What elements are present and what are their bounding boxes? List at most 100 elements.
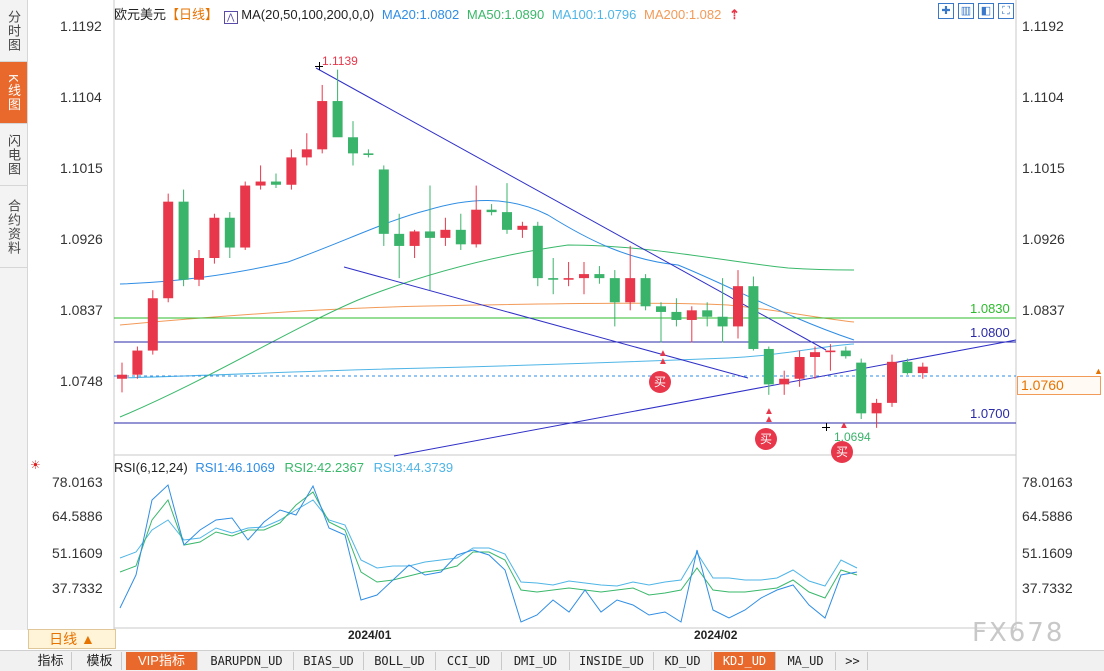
chart-header: 欧元美元【日线】 ⋀ MA(20,50,100,200,0,0) MA20:1.… xyxy=(114,4,740,24)
candle-down xyxy=(856,362,867,414)
tab-vip-indicators[interactable]: VIP指标 xyxy=(126,652,198,670)
period-tag[interactable]: 【日线】 xyxy=(166,7,219,22)
high-label: 1.1139 xyxy=(322,54,358,68)
candle-up xyxy=(825,350,836,353)
price-axis-right-3: 1.1015 xyxy=(1022,160,1065,176)
rsi-settings-icon: ☀ xyxy=(30,458,41,472)
tab-templates[interactable]: 模板 xyxy=(78,652,122,670)
candle-down xyxy=(425,231,435,238)
tab-boll[interactable]: BOLL_UD xyxy=(364,652,436,670)
candle-up xyxy=(409,231,420,246)
ma100-line xyxy=(119,343,855,379)
buy-signal-1[interactable]: 买 xyxy=(649,371,671,393)
tab-kdj[interactable]: KDJ_UD xyxy=(714,652,776,670)
ma50-line xyxy=(119,244,855,418)
watermark-logo: FX678 xyxy=(972,618,1065,648)
chart-canvas[interactable]: ☀ xyxy=(28,0,1104,630)
candle-up xyxy=(117,374,127,379)
candles-group xyxy=(117,69,928,428)
candle-up xyxy=(286,157,297,185)
more-tabs-button[interactable]: >> xyxy=(838,652,868,670)
tab-indicators[interactable]: 指标 xyxy=(30,652,72,670)
candle-down xyxy=(332,101,343,138)
period-select-button[interactable]: 日线 ▲ xyxy=(28,629,116,649)
date-label-jan: 2024/01 xyxy=(348,628,392,642)
candle-down xyxy=(455,229,466,245)
tab-cci[interactable]: CCI_UD xyxy=(436,652,502,670)
low-marker-tick xyxy=(826,423,827,431)
tab-contract-info[interactable]: 合约资料 xyxy=(0,186,27,268)
candle-down xyxy=(363,153,374,155)
chart-window-icon[interactable]: ▥ xyxy=(958,3,974,19)
candle-up xyxy=(686,310,697,320)
ma20-line xyxy=(119,200,855,341)
tab-flash-chart[interactable]: 闪电图 xyxy=(0,124,27,186)
rsi-axis-right-4: 37.7332 xyxy=(1022,580,1073,596)
ma50-value: MA50:1.0890 xyxy=(466,7,545,22)
scroll-up-arrow-icon[interactable]: ⇡ xyxy=(729,7,740,22)
tab-time-chart[interactable]: 分时图 xyxy=(0,0,27,62)
rsi-axis-left-4: 37.7332 xyxy=(52,580,103,596)
price-tag-arrow-icon: ▲ xyxy=(1094,366,1103,376)
rsi3-line xyxy=(119,499,858,587)
buy-arrow-icon: ▲ ▲ xyxy=(658,348,668,367)
candle-up xyxy=(871,402,882,414)
buy-signal-3[interactable]: 买 xyxy=(831,441,853,463)
candle-down xyxy=(594,274,605,279)
tab-ma[interactable]: MA_UD xyxy=(776,652,836,670)
candle-up xyxy=(779,378,790,385)
ma-title: MA(20,50,100,200,0,0) xyxy=(241,7,375,22)
candle-up xyxy=(317,101,328,150)
back-icon[interactable]: ◧ xyxy=(978,3,994,19)
candle-down xyxy=(271,181,281,185)
tab-dmi[interactable]: DMI_UD xyxy=(502,652,570,670)
rsi-axis-left-2: 64.5886 xyxy=(52,508,103,524)
candle-down xyxy=(840,350,851,357)
rsi-axis-right-3: 51.1609 xyxy=(1022,545,1073,561)
tab-barupdn[interactable]: BARUPDN_UD xyxy=(200,652,294,670)
buy-arrow-icon: ▲ ▲ xyxy=(764,406,774,425)
tab-kd[interactable]: KD_UD xyxy=(654,652,712,670)
candle-down xyxy=(502,212,512,230)
candle-down xyxy=(609,278,620,303)
candle-down xyxy=(348,137,358,154)
candle-up xyxy=(810,352,820,357)
price-axis-left-1: 1.1192 xyxy=(60,18,102,34)
tab-bias[interactable]: BIAS_UD xyxy=(294,652,364,670)
candle-down xyxy=(378,169,389,234)
candle-up xyxy=(733,286,743,327)
tab-inside[interactable]: INSIDE_UD xyxy=(570,652,654,670)
ma200-value: MA200:1.082 xyxy=(644,7,722,22)
candle-up xyxy=(147,298,158,351)
buy-signal-2[interactable]: 买 xyxy=(755,428,777,450)
candle-up xyxy=(240,185,251,248)
candle-up xyxy=(563,278,574,280)
high-marker-tick xyxy=(319,62,320,70)
candle-up xyxy=(440,229,451,238)
rsi2-line xyxy=(119,491,858,599)
candle-down xyxy=(748,286,759,349)
crosshair-icon[interactable]: ✚ xyxy=(938,3,954,19)
symbol-name: 欧元美元 xyxy=(114,7,167,22)
candle-down xyxy=(763,348,774,385)
candle-up xyxy=(579,274,589,279)
candle-down xyxy=(656,306,666,312)
tab-kline-chart[interactable]: K线图 xyxy=(0,62,27,124)
fullscreen-icon[interactable]: ⛶ xyxy=(998,3,1014,19)
rsi1-value: RSI1:46.1069 xyxy=(195,460,275,475)
candle-down xyxy=(640,278,651,307)
candle-up xyxy=(301,149,312,158)
green-level-label: 1.0830 xyxy=(970,301,1010,316)
left-nav: 分时图 K线图 闪电图 合约资料 xyxy=(0,0,28,630)
price-axis-left-6: 1.0748 xyxy=(60,373,103,389)
rsi-header: RSI(6,12,24) RSI1:46.1069 RSI2:42.2367 R… xyxy=(114,460,453,475)
candle-up xyxy=(132,350,143,375)
price-axis-left-3: 1.1015 xyxy=(60,160,103,176)
ma-settings-icon[interactable]: ⋀ xyxy=(223,11,238,24)
candle-up xyxy=(163,201,174,299)
rsi3-value: RSI3:44.3739 xyxy=(373,460,454,475)
date-label-feb: 2024/02 xyxy=(694,628,738,642)
price-axis-right-4: 1.0926 xyxy=(1022,231,1065,247)
price-axis-left-5: 1.0837 xyxy=(60,302,103,318)
current-price-tag: 1.0760 xyxy=(1017,376,1101,395)
